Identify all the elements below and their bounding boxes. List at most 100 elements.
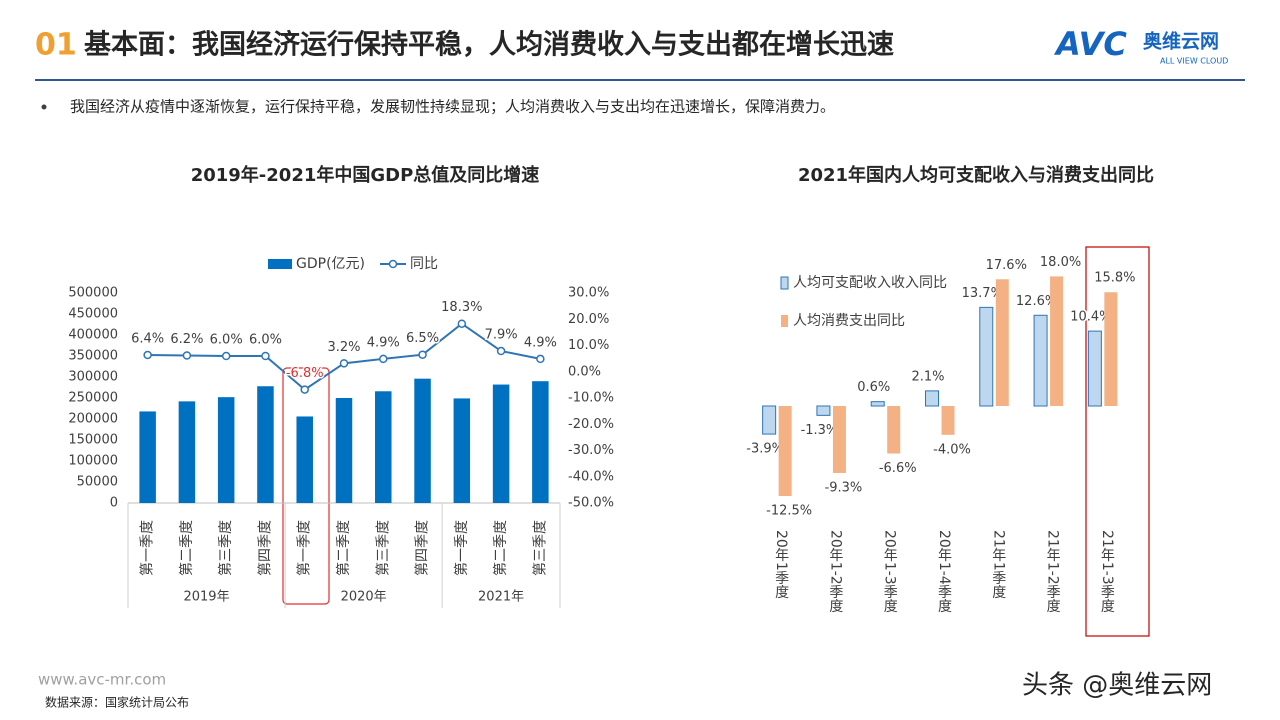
y2-tick-label: 0.0% xyxy=(568,364,601,379)
y-tick-label: 150000 xyxy=(68,433,118,448)
x-tick-label: 第二季度 xyxy=(492,520,509,576)
y-tick-label: 400000 xyxy=(68,328,118,343)
x-tick-label: 第四季度 xyxy=(414,520,431,576)
y2-tick-label: -10.0% xyxy=(568,391,614,406)
bar xyxy=(995,279,1009,406)
data-label: 10.4% xyxy=(1070,310,1111,325)
legend-swatch xyxy=(780,276,789,290)
x-tick-label: 第一季度 xyxy=(296,520,313,576)
highlight-box xyxy=(282,367,330,605)
data-label: 17.6% xyxy=(986,258,1027,273)
data-label: -4.0% xyxy=(933,442,971,457)
bar xyxy=(414,378,431,503)
data-label: 4.9% xyxy=(524,335,557,350)
x-tick-label: 21年1季度 xyxy=(990,530,1006,599)
bar xyxy=(532,381,549,503)
data-label: -9.3% xyxy=(825,480,863,495)
bar xyxy=(887,406,901,454)
data-label: -1.3% xyxy=(801,423,839,438)
line-point xyxy=(221,351,231,361)
legend-marker xyxy=(388,259,398,269)
group-label: 2019年 xyxy=(183,590,229,605)
line-point xyxy=(496,346,506,356)
line-point xyxy=(261,351,270,361)
data-label: 6.5% xyxy=(406,331,439,346)
group-label: 2021年 xyxy=(478,590,524,605)
line-point xyxy=(379,354,388,364)
y2-tick-label: 10.0% xyxy=(568,338,609,353)
x-tick-label: 第三季度 xyxy=(374,520,391,576)
bar xyxy=(925,390,939,407)
logo-mark: AVC xyxy=(1053,25,1127,63)
x-tick-label: 第一季度 xyxy=(139,520,156,576)
y2-tick-label: 20.0% xyxy=(568,312,609,327)
y2-tick-label: -30.0% xyxy=(568,443,614,458)
data-label: 0.6% xyxy=(857,380,890,395)
bar xyxy=(1033,314,1048,407)
data-label: 15.8% xyxy=(1094,271,1135,286)
legend-label: 人均可支配收入收入同比 xyxy=(793,275,947,291)
data-label: -3.9% xyxy=(746,442,784,457)
x-tick-label: 第三季度 xyxy=(217,520,234,576)
x-tick-label: 第二季度 xyxy=(335,520,352,576)
line-point xyxy=(182,351,192,360)
y-tick-label: 350000 xyxy=(68,349,118,364)
data-label: 4.9% xyxy=(367,335,400,350)
data-label: 6.0% xyxy=(249,333,282,348)
logo-name: 奥维云网 xyxy=(1143,30,1219,53)
data-label: -6.8% xyxy=(286,366,324,381)
data-label: 13.7% xyxy=(962,286,1003,301)
bar xyxy=(1104,292,1118,406)
bar xyxy=(257,386,274,503)
legend-swatch xyxy=(781,315,788,327)
y-tick-label: 250000 xyxy=(68,391,118,406)
data-label: 7.9% xyxy=(485,328,518,343)
x-tick-label: 20年1-3季度 xyxy=(882,530,898,613)
slide-title: 基本面：我国经济运行保持平稳，人均消费收入与支出都在增长迅速 xyxy=(84,29,894,61)
data-label: 12.6% xyxy=(1016,294,1057,309)
bar xyxy=(217,397,235,503)
y2-tick-label: -20.0% xyxy=(568,417,614,432)
bar xyxy=(335,398,353,503)
data-label: 2.1% xyxy=(911,369,944,384)
bar xyxy=(453,398,471,503)
x-tick-label: 第二季度 xyxy=(178,520,195,576)
x-tick-label: 第一季度 xyxy=(453,520,470,576)
x-tick-label: 20年1季度 xyxy=(773,530,789,599)
data-label: 18.3% xyxy=(441,300,482,315)
y-tick-label: 450000 xyxy=(68,307,118,322)
section-number: 01 xyxy=(35,28,77,63)
y2-tick-label: -40.0% xyxy=(568,469,614,484)
bar xyxy=(870,401,885,407)
bullet-text: 我国经济从疫情中逐渐恢复，运行保持平稳，发展韧性持续显现；人均消费收入与支出均在… xyxy=(70,98,835,116)
bar xyxy=(979,306,994,407)
x-tick-label: 20年1-2季度 xyxy=(827,530,843,613)
bar xyxy=(762,405,777,435)
y-tick-label: 0 xyxy=(110,496,118,511)
y-tick-label: 300000 xyxy=(68,370,118,385)
line-point xyxy=(457,319,467,328)
x-tick-label: 第四季度 xyxy=(256,520,273,576)
highlight-box xyxy=(1085,246,1150,637)
legend-label: GDP(亿元) xyxy=(296,256,365,272)
bar xyxy=(778,406,792,496)
bar xyxy=(941,406,955,435)
bar xyxy=(492,384,510,503)
chart-title: 2019年-2021年中国GDP总值及同比增速 xyxy=(191,164,540,186)
x-tick-label: 20年1-4季度 xyxy=(936,530,952,613)
bar xyxy=(1087,330,1102,407)
line-point xyxy=(418,350,427,359)
group-label: 2020年 xyxy=(341,590,387,605)
bullet-dot xyxy=(41,104,47,110)
data-label: -12.5% xyxy=(766,504,812,519)
line-point xyxy=(536,354,545,364)
data-label: 6.0% xyxy=(210,333,243,348)
data-label: 6.4% xyxy=(131,331,164,346)
line-point xyxy=(143,350,152,360)
data-label: 6.2% xyxy=(170,332,203,347)
bar xyxy=(178,401,196,503)
y-tick-label: 200000 xyxy=(68,412,118,427)
chart-title: 2021年国内人均可支配收入与消费支出同比 xyxy=(798,164,1154,186)
